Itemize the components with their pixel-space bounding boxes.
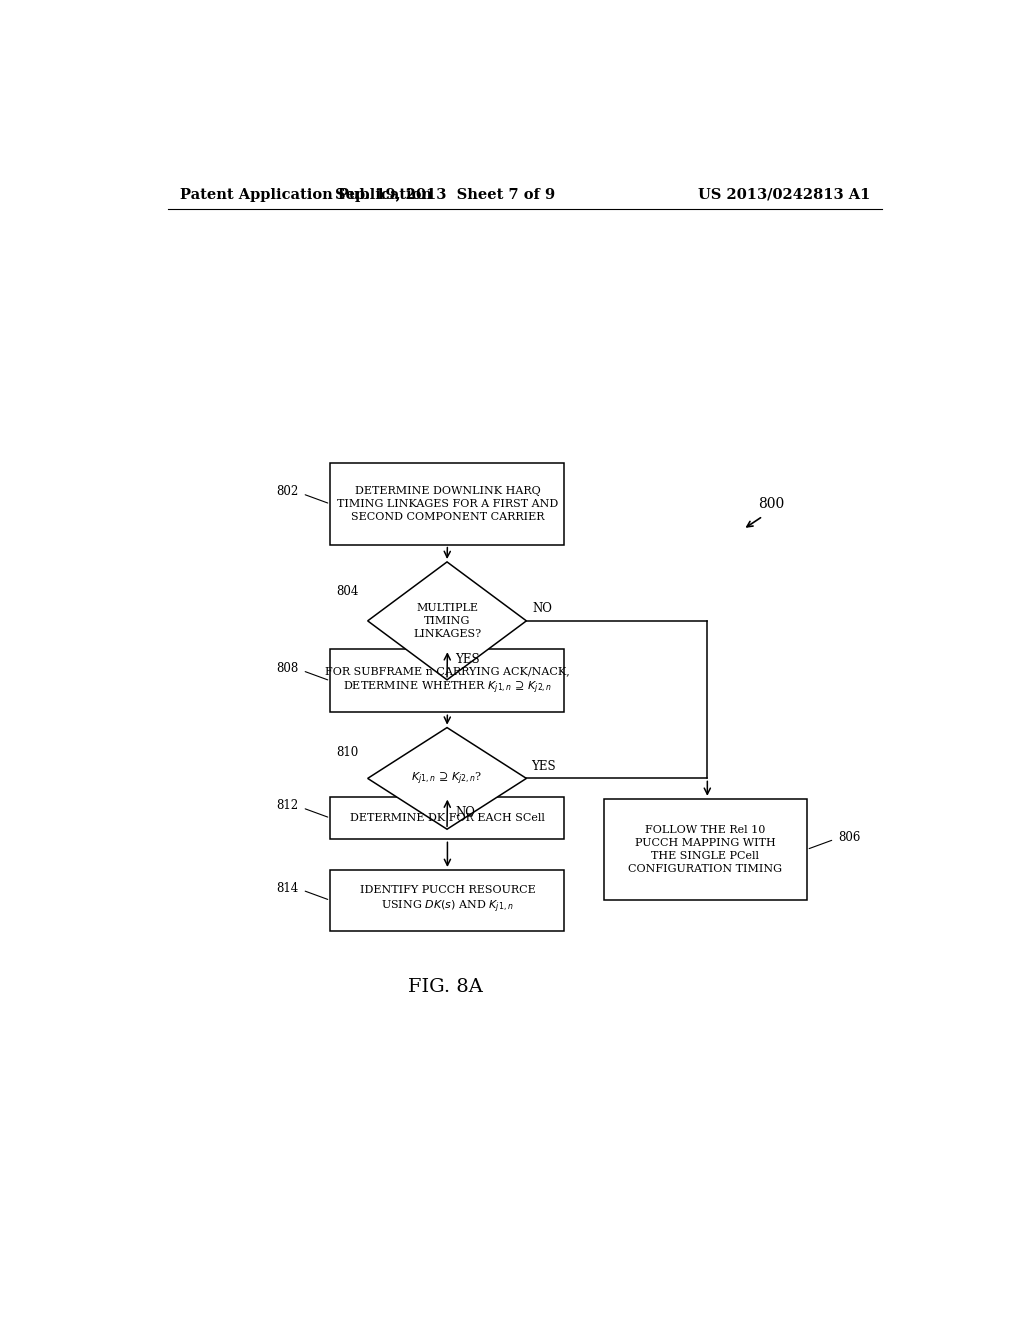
Text: Patent Application Publication: Patent Application Publication	[179, 187, 431, 202]
Text: IDENTIFY PUCCH RESOURCE
USING $DK(s)$ AND $K_{j1,n}$: IDENTIFY PUCCH RESOURCE USING $DK(s)$ AN…	[359, 886, 536, 916]
Text: FIG. 8A: FIG. 8A	[408, 978, 483, 995]
Polygon shape	[368, 727, 526, 829]
Text: $K_{j1,n}$ ⊇ $K_{j2,n}$?: $K_{j1,n}$ ⊇ $K_{j2,n}$?	[412, 770, 482, 787]
Text: 802: 802	[276, 486, 299, 498]
Text: 800: 800	[758, 496, 784, 511]
Text: US 2013/0242813 A1: US 2013/0242813 A1	[697, 187, 870, 202]
Text: YES: YES	[531, 760, 556, 772]
Text: YES: YES	[455, 653, 479, 667]
Text: 806: 806	[839, 830, 860, 843]
FancyBboxPatch shape	[604, 799, 807, 900]
Text: FOLLOW THE Rel 10
PUCCH MAPPING WITH
THE SINGLE PCell
CONFIGURATION TIMING: FOLLOW THE Rel 10 PUCCH MAPPING WITH THE…	[629, 825, 782, 874]
Text: NO: NO	[455, 807, 475, 820]
Text: 814: 814	[276, 882, 299, 895]
FancyBboxPatch shape	[331, 870, 564, 931]
FancyBboxPatch shape	[331, 797, 564, 840]
FancyBboxPatch shape	[331, 649, 564, 713]
Text: DETERMINE DOWNLINK HARQ
TIMING LINKAGES FOR A FIRST AND
SECOND COMPONENT CARRIER: DETERMINE DOWNLINK HARQ TIMING LINKAGES …	[337, 486, 558, 521]
Polygon shape	[368, 562, 526, 680]
Text: DETERMINE DK FOR EACH SCell: DETERMINE DK FOR EACH SCell	[350, 813, 545, 824]
Text: Sep. 19, 2013  Sheet 7 of 9: Sep. 19, 2013 Sheet 7 of 9	[336, 187, 555, 202]
Text: 812: 812	[276, 800, 299, 812]
Text: 808: 808	[276, 663, 299, 675]
Text: 810: 810	[336, 747, 358, 759]
Text: NO: NO	[532, 602, 553, 615]
FancyBboxPatch shape	[331, 463, 564, 545]
Text: FOR SUBFRAME n CARRYING ACK/NACK,
DETERMINE WHETHER $K_{j1,n}$ ⊇ $K_{j2,n}$: FOR SUBFRAME n CARRYING ACK/NACK, DETERM…	[325, 665, 569, 696]
Text: 804: 804	[336, 585, 358, 598]
Text: MULTIPLE
TIMING
LINKAGES?: MULTIPLE TIMING LINKAGES?	[413, 603, 481, 639]
